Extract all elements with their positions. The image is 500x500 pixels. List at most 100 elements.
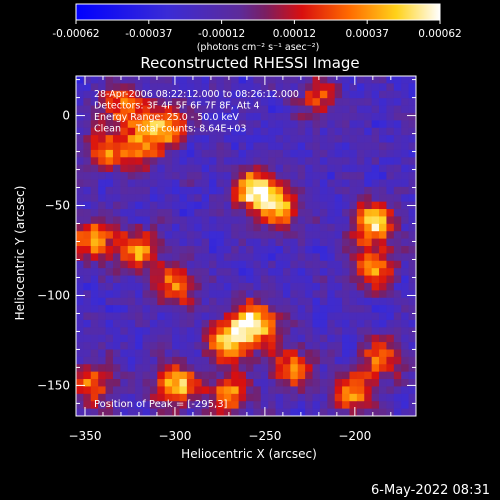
heatmap-cell: [76, 253, 84, 262]
plot-frame: [75, 75, 417, 417]
heatmap-cell: [127, 386, 136, 395]
heatmap-cell: [127, 216, 136, 225]
x-tick-label: −200: [338, 429, 371, 443]
heatmap-cell: [142, 164, 151, 173]
footer-date: 6-May-2022 08:31: [371, 483, 490, 498]
heatmap-cell: [149, 260, 158, 269]
heatmap-cell: [327, 223, 336, 232]
heatmap-cell: [364, 297, 373, 306]
heatmap-cell: [223, 223, 232, 232]
heatmap-cell: [260, 364, 269, 373]
heatmap-cell: [186, 164, 195, 173]
heatmap-cell: [179, 179, 188, 188]
heatmap-cell: [120, 105, 129, 114]
heatmap-cell: [312, 253, 321, 262]
heatmap-cell: [112, 142, 121, 151]
heatmap-cell: [83, 297, 92, 306]
heatmap-cell: [231, 223, 240, 232]
heatmap-cell: [76, 142, 84, 151]
heatmap-cell: [319, 83, 328, 92]
heatmap-cell: [216, 349, 225, 358]
heatmap-cell: [179, 157, 188, 166]
heatmap-cell: [290, 76, 299, 84]
heatmap-cell: [105, 238, 114, 247]
heatmap-cell: [172, 76, 180, 84]
heatmap-cell: [201, 120, 210, 129]
heatmap-cell: [105, 105, 114, 114]
heatmap-cell: [282, 356, 291, 365]
heatmap-cell: [209, 246, 217, 254]
heatmap-cell: [238, 98, 247, 106]
heatmap-cell: [105, 327, 114, 336]
heatmap-cell: [401, 297, 410, 306]
heatmap-cell: [342, 157, 350, 166]
heatmap-cell: [379, 120, 387, 129]
heatmap-cell: [142, 290, 151, 299]
heatmap-cell: [112, 216, 121, 225]
heatmap-cell: [120, 238, 129, 247]
heatmap-cell: [120, 90, 129, 99]
heatmap-cell: [201, 312, 210, 321]
heatmap-cell: [238, 275, 247, 284]
heatmap-cell: [83, 223, 92, 232]
heatmap-cell: [319, 268, 328, 276]
heatmap-cell: [349, 209, 358, 217]
heatmap-cell: [349, 83, 358, 92]
heatmap-cell: [260, 149, 269, 158]
heatmap-cell: [312, 334, 321, 343]
heatmap-cell: [342, 172, 350, 180]
heatmap-cell: [342, 223, 350, 232]
heatmap-cell: [112, 305, 121, 313]
heatmap-cell: [135, 112, 143, 121]
heatmap-cell: [216, 142, 225, 151]
heatmap-cell: [379, 157, 387, 166]
heatmap-cell: [179, 253, 188, 262]
heatmap-cell: [231, 120, 240, 129]
heatmap-cell: [194, 76, 203, 84]
heatmap-cell: [238, 231, 247, 240]
heatmap-cell: [393, 194, 402, 203]
heatmap-cell: [379, 238, 387, 247]
heatmap-cell: [149, 334, 158, 343]
heatmap-cell: [356, 112, 365, 121]
heatmap-cell: [327, 342, 336, 350]
heatmap-cell: [194, 275, 203, 284]
heatmap-cell: [127, 349, 136, 358]
heatmap-cell: [408, 164, 417, 173]
heatmap-cell: [386, 142, 395, 151]
heatmap-cell: [364, 76, 373, 84]
heatmap-cell: [112, 260, 121, 269]
heatmap-cell: [282, 275, 291, 284]
heatmap-cell: [164, 386, 173, 395]
heatmap-cell: [401, 209, 410, 217]
heatmap-cell: [297, 127, 306, 136]
heatmap-cell: [179, 120, 188, 129]
heatmap-cell: [98, 275, 106, 284]
heatmap-cell: [246, 231, 254, 240]
heatmap-cell: [327, 157, 336, 166]
heatmap-cell: [112, 364, 121, 373]
heatmap-cell: [334, 112, 343, 121]
heatmap-cell: [98, 393, 106, 402]
heatmap-cell: [179, 76, 188, 84]
heatmap-cell: [246, 216, 254, 225]
heatmap-cell: [349, 231, 358, 240]
heatmap-cell: [149, 172, 158, 180]
heatmap-cell: [223, 393, 232, 402]
heatmap-cell: [260, 290, 269, 299]
heatmap-cell: [90, 290, 99, 299]
heatmap-cell: [312, 349, 321, 358]
heatmap-cell: [149, 231, 158, 240]
heatmap-cell: [186, 90, 195, 99]
heatmap-cell: [371, 290, 380, 299]
heatmap-cell: [275, 379, 284, 387]
heatmap-cell: [149, 164, 158, 173]
heatmap-cell: [379, 231, 387, 240]
heatmap-cell: [349, 371, 358, 380]
heatmap-cell: [275, 408, 284, 417]
heatmap-cell: [386, 164, 395, 173]
heatmap-cell: [135, 253, 143, 262]
heatmap-cell: [379, 349, 387, 358]
heatmap-cell: [112, 268, 121, 276]
heatmap-cell: [349, 386, 358, 395]
